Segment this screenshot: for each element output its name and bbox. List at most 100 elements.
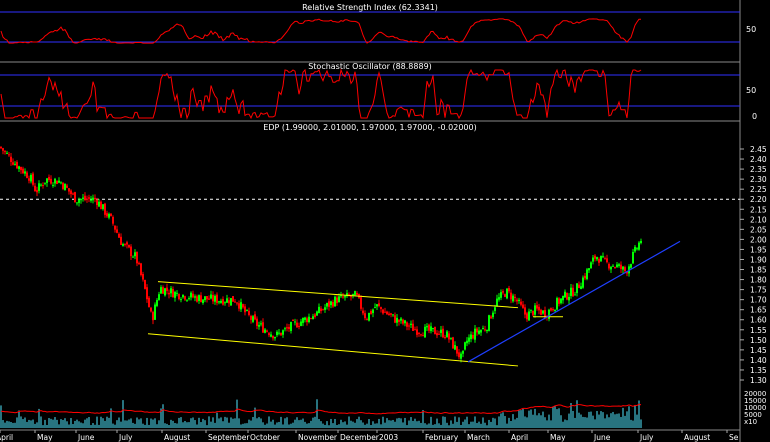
candle-up bbox=[344, 295, 346, 298]
volume-bar bbox=[452, 423, 454, 428]
volume-bar bbox=[534, 408, 536, 428]
volume-bar bbox=[442, 416, 444, 428]
volume-bar bbox=[214, 422, 216, 428]
candle-up bbox=[300, 321, 302, 326]
candle-down bbox=[20, 166, 22, 171]
volume-bar bbox=[356, 419, 358, 428]
volume-bar bbox=[554, 406, 556, 428]
volume-bar bbox=[110, 408, 112, 428]
x-tick-label: March bbox=[467, 433, 490, 442]
candle-down bbox=[16, 161, 18, 169]
candle-down bbox=[538, 306, 540, 311]
candle-up bbox=[396, 317, 398, 323]
volume-bar bbox=[604, 418, 606, 428]
price-tick-label: 1.35 bbox=[750, 366, 767, 375]
candle-down bbox=[420, 334, 422, 336]
candle-down bbox=[598, 258, 600, 263]
volume-bar bbox=[336, 425, 338, 428]
price-tick-label: 2.10 bbox=[750, 215, 767, 224]
candle-up bbox=[528, 311, 530, 321]
stoch-tick-0: 0 bbox=[752, 112, 757, 121]
candle-up bbox=[556, 298, 558, 310]
candle-up bbox=[482, 328, 484, 330]
candle-up bbox=[612, 265, 614, 267]
volume-bar bbox=[256, 418, 258, 428]
volume-bar bbox=[232, 418, 234, 428]
price-tick-label: 1.70 bbox=[750, 296, 767, 305]
volume-bar bbox=[510, 421, 512, 428]
volume-bar bbox=[8, 421, 10, 428]
volume-bar bbox=[168, 425, 170, 428]
candle-up bbox=[554, 309, 556, 312]
candle-down bbox=[234, 301, 236, 303]
candle-up bbox=[564, 291, 566, 298]
x-tick-label: November bbox=[298, 433, 338, 442]
rsi-line bbox=[0, 18, 641, 44]
volume-bar bbox=[488, 419, 490, 428]
candle-up bbox=[506, 288, 508, 299]
volume-bar bbox=[172, 420, 174, 428]
volume-bar bbox=[278, 421, 280, 428]
volume-bar bbox=[434, 424, 436, 428]
candle-up bbox=[312, 316, 314, 320]
candle-up bbox=[98, 201, 100, 207]
candle-up bbox=[202, 299, 204, 303]
x-tick-label: May bbox=[37, 433, 53, 442]
candle-up bbox=[282, 330, 284, 335]
candle-down bbox=[212, 294, 214, 302]
volume-bar bbox=[636, 414, 638, 428]
volume-bar bbox=[292, 422, 294, 428]
volume-bar bbox=[190, 418, 192, 428]
candle-down bbox=[472, 334, 474, 339]
candle-down bbox=[228, 300, 230, 304]
volume-bar bbox=[380, 424, 382, 428]
volume-bar bbox=[518, 410, 520, 428]
volume-bar bbox=[576, 400, 578, 428]
candle-down bbox=[42, 185, 44, 187]
volume-bar bbox=[514, 419, 516, 428]
volume-bar bbox=[60, 419, 62, 428]
candle-up bbox=[462, 350, 464, 354]
candle-down bbox=[130, 246, 132, 257]
candle-down bbox=[2, 148, 4, 151]
volume-bar bbox=[438, 423, 440, 428]
volume-bar bbox=[18, 410, 20, 428]
candle-up bbox=[182, 294, 184, 298]
candle-down bbox=[152, 312, 154, 321]
volume-bar bbox=[40, 416, 42, 428]
candle-down bbox=[178, 293, 180, 300]
volume-bar bbox=[178, 417, 180, 428]
volume-bar bbox=[494, 418, 496, 428]
x-tick-label: July bbox=[639, 433, 654, 442]
candle-up bbox=[574, 294, 576, 296]
candle-down bbox=[614, 266, 616, 268]
volume-bar bbox=[454, 416, 456, 428]
x-tick-label: May bbox=[550, 433, 566, 442]
candle-up bbox=[464, 342, 466, 350]
candle-up bbox=[602, 256, 604, 258]
volume-bar bbox=[64, 418, 66, 428]
candle-down bbox=[242, 304, 244, 308]
candle-up bbox=[496, 298, 498, 306]
candle-down bbox=[200, 295, 202, 303]
candle-down bbox=[74, 192, 76, 203]
candle-down bbox=[314, 314, 316, 317]
volume-bar bbox=[504, 416, 506, 428]
volume-bar bbox=[544, 417, 546, 428]
candle-up bbox=[542, 310, 544, 314]
candle-down bbox=[520, 301, 522, 305]
candle-down bbox=[118, 233, 120, 238]
candle-up bbox=[426, 326, 428, 328]
candle-down bbox=[398, 319, 400, 322]
candle-down bbox=[412, 323, 414, 331]
volume-bar bbox=[446, 422, 448, 428]
price-axis: 2.452.402.352.302.252.202.152.102.052.00… bbox=[740, 145, 767, 385]
volume-bar bbox=[200, 422, 202, 428]
volume-bar bbox=[526, 417, 528, 428]
volume-bar bbox=[150, 418, 152, 428]
volume-bar bbox=[582, 416, 584, 428]
volume-bar bbox=[512, 414, 514, 428]
candle-up bbox=[498, 297, 500, 300]
volume-bar bbox=[338, 424, 340, 428]
volume-bar bbox=[456, 421, 458, 428]
